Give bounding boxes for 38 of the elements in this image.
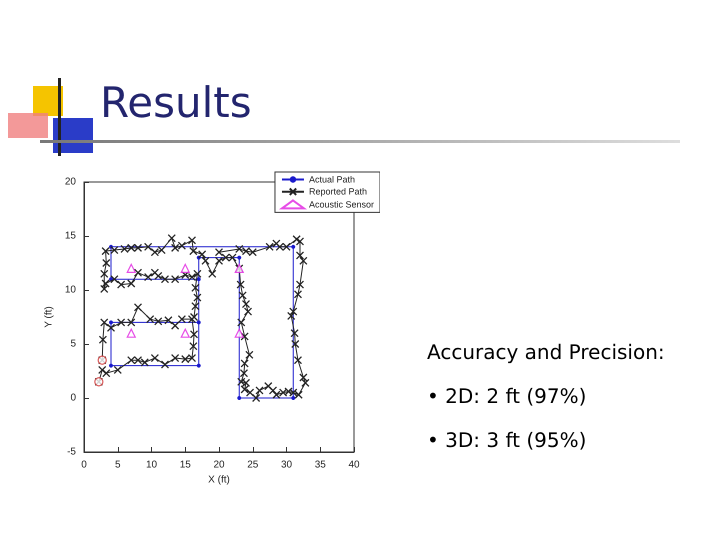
point [109,320,113,324]
x-tick-label: 0 [81,460,88,470]
point [196,320,201,324]
x-tick-label: 10 [146,460,158,470]
point [237,396,242,400]
x-tick-label: 35 [314,460,326,470]
legend-label: Acoustic Sensor [308,199,374,210]
point [234,328,244,338]
text: • 3D: 3 ft (95%) [427,428,588,452]
y-tick-label: 5 [70,338,76,350]
x-tick-label: 5 [114,460,121,470]
x-tick-label: 30 [280,460,292,470]
line-series [109,244,296,400]
y-tick-label: 0 [70,392,76,404]
x-axis-title: X (ft) [208,474,230,486]
y-tick-label: 20 [64,176,76,188]
point [126,264,136,273]
point [180,264,190,273]
chart-title: Results [100,78,252,127]
point [126,328,136,338]
text: Accuracy and Precision: [427,340,665,364]
text: • 2D: 2 ft (97%) [427,384,588,408]
point [180,328,190,338]
legend-label: Actual Path [308,174,355,184]
point [237,256,242,260]
point [291,244,296,249]
point [196,277,201,282]
y-axis-title: Y (ft) [43,306,54,328]
point [109,364,113,368]
x-tick-label: 20 [213,460,225,470]
x-tick-label: 15 [180,460,192,470]
y-tick-label: 10 [64,284,76,296]
point [196,364,201,368]
y-tick-label: 15 [64,230,76,242]
legend-label: Reported Path [308,186,368,197]
x-tick-label: 40 [348,460,360,470]
x-tick-label: 25 [247,460,259,470]
y-tick-label: -5 [67,446,76,458]
